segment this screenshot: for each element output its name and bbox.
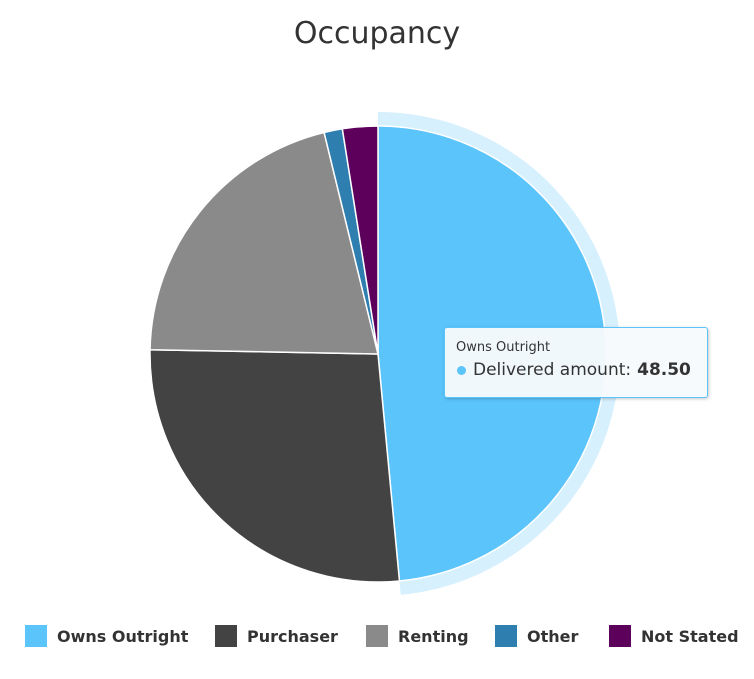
pie-slice-not-stated[interactable] <box>341 125 379 355</box>
tooltip-series-label: Delivered amount: <box>473 360 632 380</box>
pie-slices <box>149 125 607 583</box>
legend: Owns Outright Purchaser Renting Other Not St… <box>0 622 754 650</box>
tooltip-series-dot-icon <box>457 365 466 375</box>
tooltip: Owns Outright Delivered amount: 48.50 <box>444 327 708 398</box>
legend-swatch-owns-outright <box>25 625 47 647</box>
legend-swatch-purchaser <box>215 625 237 647</box>
legend-label: Purchaser <box>247 626 338 646</box>
legend-label: Owns Outright <box>57 626 189 646</box>
legend-item-owns-outright[interactable]: Owns Outright <box>25 622 188 650</box>
tooltip-row: Delivered amount: 48.50 <box>456 360 695 380</box>
legend-label: Not Stated <box>641 626 739 646</box>
pie-slice-renting[interactable] <box>149 131 379 355</box>
legend-label: Other <box>527 626 579 646</box>
legend-label: Renting <box>398 626 469 646</box>
legend-item-purchaser[interactable]: Purchaser <box>215 622 338 650</box>
legend-swatch-other <box>495 625 517 647</box>
tooltip-category: Owns Outright <box>456 340 551 355</box>
legend-swatch-renting <box>366 625 388 647</box>
chart-title: Occupancy <box>293 16 461 51</box>
legend-item-not-stated[interactable]: Not Stated <box>609 622 739 650</box>
tooltip-value: 48.50 <box>637 360 691 380</box>
legend-swatch-not-stated <box>609 625 631 647</box>
pie-slice-purchaser[interactable] <box>149 348 401 583</box>
legend-item-renting[interactable]: Renting <box>366 622 469 650</box>
legend-item-other[interactable]: Other <box>495 622 578 650</box>
